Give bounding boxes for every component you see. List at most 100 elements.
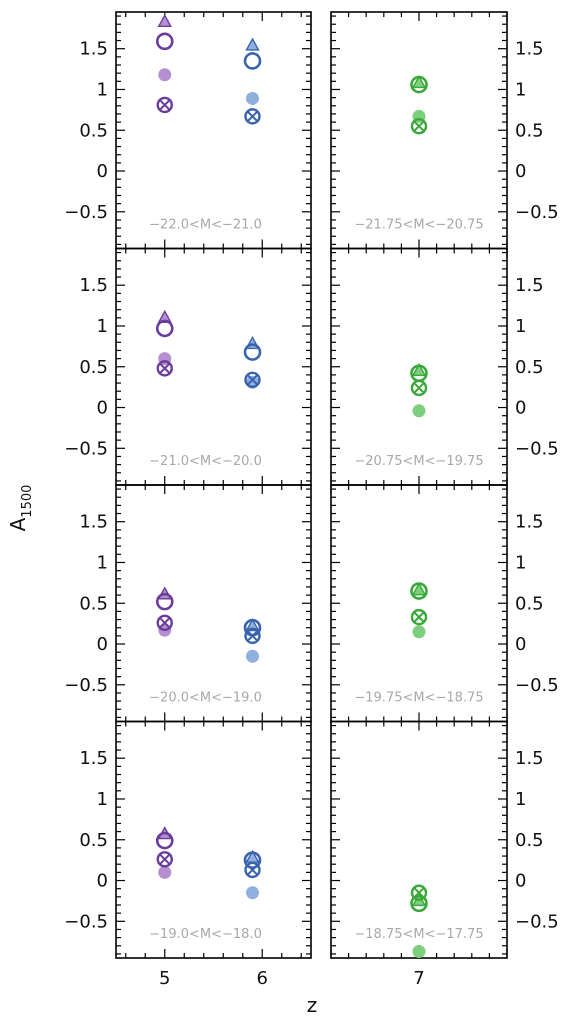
data-point-crossed xyxy=(244,627,261,645)
panel-r1-left: 1.5 1 0.5 0 −0.5 −22.0<M<−21.0 xyxy=(64,11,312,250)
y-axis-title-main: A xyxy=(6,517,30,531)
crossed-circle-line xyxy=(413,887,425,898)
y-tick-label: −0.5 xyxy=(64,202,108,223)
data-point-crossed xyxy=(244,861,261,879)
panel-r2-right: 1.5 1 0.5 0 −0.5 −20.75<M<−19.75 xyxy=(330,247,559,486)
crossed-circle-line xyxy=(413,611,425,623)
panel-label: −21.75<M<−20.75 xyxy=(354,218,483,233)
data-point-open xyxy=(155,319,174,338)
panel-r2-left: 1.5 1 0.5 0 −0.5 −21.0<M<−20.0 xyxy=(64,247,312,486)
panel-label: −20.0<M<−19.0 xyxy=(149,691,262,706)
crossed-circle-line xyxy=(413,382,425,394)
crossed-circle-line xyxy=(247,374,258,386)
data-point-open xyxy=(243,343,262,361)
x-tick-label: 7 xyxy=(413,968,424,989)
crossed-circle-ring xyxy=(156,851,173,868)
crossed-circle-ring xyxy=(410,608,428,626)
crossed-circle-line xyxy=(247,630,258,642)
y-tick-label: 0 xyxy=(515,161,526,182)
y-tick-label: 1.5 xyxy=(79,748,108,769)
x-axis-title: z xyxy=(307,993,318,1017)
data-point-triangle xyxy=(411,74,427,89)
y-tick-label: 1 xyxy=(515,789,526,810)
y-tick-label: −0.5 xyxy=(64,675,108,696)
data-point-triangle xyxy=(245,618,260,632)
panel-r1-right: 1.5 1 0.5 0 −0.5 −21.75<M<−20.75 xyxy=(330,11,559,250)
y-tick-label: 1 xyxy=(97,789,108,810)
crossed-circle-line xyxy=(247,864,258,876)
data-point-filled xyxy=(412,404,426,418)
crossed-circle-ring xyxy=(244,861,261,879)
panel-r4-left: 1.5 1 0.5 0 −0.5 5 6 −19.0<M<−18.0 xyxy=(64,720,312,989)
data-point-filled xyxy=(246,649,259,663)
x-tick-label: 6 xyxy=(257,968,268,989)
data-point-open xyxy=(410,582,428,600)
panels-layer: 1.5 1 0.5 0 −0.5 −22.0<M<−21.0 1.5 1 0.5 0 −0.5 −21… xyxy=(64,11,559,989)
y-tick-label: 0.5 xyxy=(79,357,108,378)
data-point-filled xyxy=(158,865,172,879)
panel-frame xyxy=(115,720,312,959)
panel-frame xyxy=(330,484,508,723)
y-tick-label: 0 xyxy=(515,634,526,655)
y-tick-label: 1.5 xyxy=(79,512,108,533)
panel-label: −20.75<M<−19.75 xyxy=(354,454,483,469)
data-point-triangle xyxy=(411,362,427,377)
y-tick-label: 0 xyxy=(515,871,526,892)
y-tick-label: 0 xyxy=(515,398,526,419)
y-tick-label: 0.5 xyxy=(79,120,108,141)
data-point-filled xyxy=(412,944,426,958)
data-point-crossed xyxy=(410,117,428,135)
y-tick-label: 0.5 xyxy=(515,120,544,141)
data-point-filled xyxy=(246,91,259,105)
panel-label: −19.0<M<−18.0 xyxy=(149,927,262,942)
y-tick-label: −0.5 xyxy=(515,202,559,223)
y-tick-label: −0.5 xyxy=(515,911,559,932)
data-point-triangle xyxy=(157,309,172,324)
panel-frame xyxy=(330,11,508,250)
data-point-crossed xyxy=(410,379,428,397)
crossed-circle-ring xyxy=(244,627,261,645)
panel-label: −21.0<M<−20.0 xyxy=(149,454,262,469)
y-tick-label: 0 xyxy=(97,634,108,655)
data-point-filled xyxy=(412,625,426,639)
y-tick-label: 0 xyxy=(97,871,108,892)
panel-frame xyxy=(115,247,312,486)
panel-frame xyxy=(330,720,508,959)
y-tick-label: 1.5 xyxy=(515,39,544,60)
crossed-circle-line xyxy=(159,617,170,629)
data-point-open xyxy=(243,52,262,70)
data-point-crossed xyxy=(156,614,173,632)
crossed-circle-line xyxy=(413,120,425,132)
crossed-circle-ring xyxy=(410,884,428,901)
y-axis-title-sub: 1500 xyxy=(20,485,35,518)
y-tick-label: 1.5 xyxy=(515,275,544,296)
y-tick-label: 1.5 xyxy=(79,39,108,60)
crossed-circle-ring xyxy=(156,614,173,632)
panel-r3-right: 1.5 1 0.5 0 −0.5 −19.75<M<−18.75 xyxy=(330,484,559,723)
panel-label: −18.75<M<−17.75 xyxy=(354,927,483,942)
data-point-filled xyxy=(158,68,172,82)
y-tick-label: 0 xyxy=(97,161,108,182)
crossed-circle-ring xyxy=(244,371,261,388)
data-point-crossed xyxy=(244,371,261,388)
y-tick-label: 1 xyxy=(515,316,526,337)
y-tick-label: 0.5 xyxy=(79,593,108,614)
panel-frame xyxy=(115,484,312,723)
crossed-circle-line xyxy=(159,99,170,111)
data-point-triangle xyxy=(411,582,427,596)
y-tick-label: 1.5 xyxy=(79,275,108,296)
crossed-circle-ring xyxy=(156,96,173,114)
crossed-circle-line xyxy=(247,111,258,122)
y-tick-label: 1 xyxy=(97,316,108,337)
x-tick-label: 5 xyxy=(159,968,170,989)
y-tick-label: 0.5 xyxy=(79,830,108,851)
y-tick-label: −0.5 xyxy=(64,911,108,932)
data-point-open xyxy=(410,75,428,94)
data-point-open xyxy=(155,592,174,611)
data-point-open xyxy=(155,831,174,850)
data-point-open xyxy=(155,32,174,51)
panel-r3-left: 1.5 1 0.5 0 −0.5 −20.0<M<−19.0 xyxy=(64,484,312,723)
data-point-crossed xyxy=(156,851,173,868)
y-tick-label: 1 xyxy=(97,552,108,573)
crossed-circle-ring xyxy=(244,108,261,125)
